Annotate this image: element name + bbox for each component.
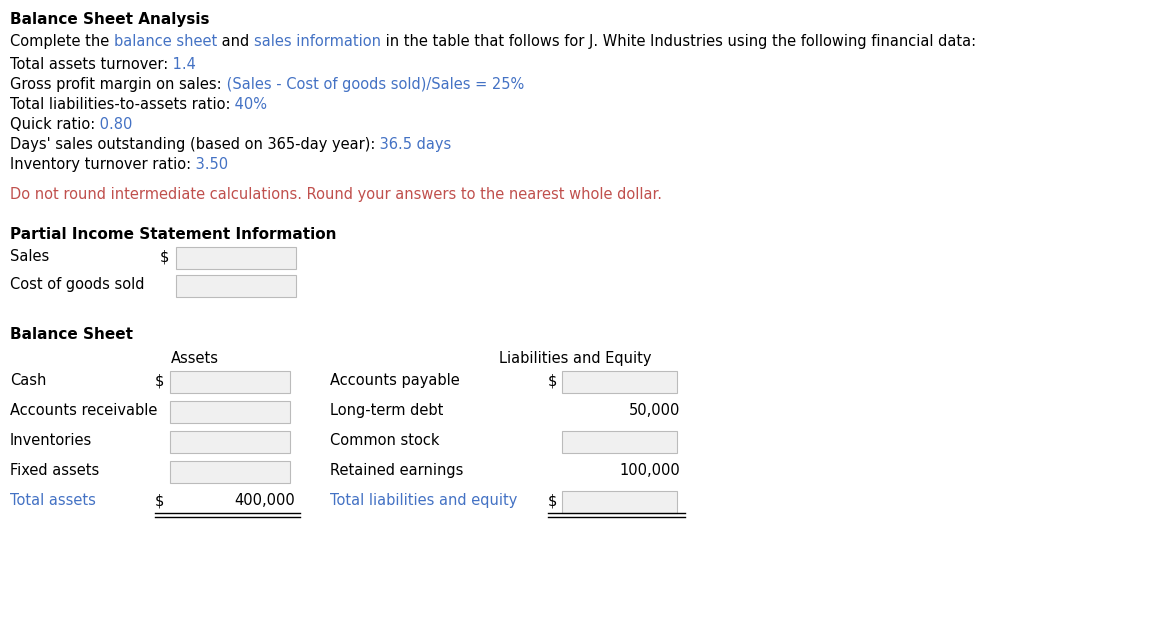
Text: Partial Income Statement Information: Partial Income Statement Information [11, 227, 336, 242]
Text: and: and [218, 34, 254, 49]
FancyBboxPatch shape [562, 431, 677, 453]
Text: 400,000: 400,000 [234, 493, 295, 508]
FancyBboxPatch shape [171, 371, 290, 393]
FancyBboxPatch shape [176, 275, 296, 297]
FancyBboxPatch shape [171, 431, 290, 453]
Text: (Sales - Cost of goods sold)/Sales = 25%: (Sales - Cost of goods sold)/Sales = 25% [221, 77, 523, 92]
Text: Retained earnings: Retained earnings [330, 463, 463, 478]
Text: 100,000: 100,000 [620, 463, 680, 478]
Text: Common stock: Common stock [330, 433, 440, 448]
Text: Gross profit margin on sales:: Gross profit margin on sales: [11, 77, 221, 92]
Text: Days' sales outstanding (based on 365-day year):: Days' sales outstanding (based on 365-da… [11, 137, 375, 152]
Text: Total assets: Total assets [11, 493, 96, 508]
Text: Long-term debt: Long-term debt [330, 403, 443, 418]
Text: Total liabilities-to-assets ratio:: Total liabilities-to-assets ratio: [11, 97, 230, 112]
FancyBboxPatch shape [562, 491, 677, 513]
Text: Liabilities and Equity: Liabilities and Equity [499, 351, 652, 366]
Text: Sales: Sales [11, 249, 49, 264]
Text: Balance Sheet Analysis: Balance Sheet Analysis [11, 12, 209, 27]
Text: 3.50: 3.50 [192, 157, 228, 172]
Text: $: $ [160, 249, 169, 264]
Text: $: $ [548, 493, 557, 508]
Text: Fixed assets: Fixed assets [11, 463, 99, 478]
Text: 0.80: 0.80 [95, 117, 133, 132]
FancyBboxPatch shape [171, 461, 290, 483]
Text: Quick ratio:: Quick ratio: [11, 117, 95, 132]
Text: in the table that follows for J. White Industries using the following financial : in the table that follows for J. White I… [381, 34, 976, 49]
Text: Total assets turnover:: Total assets turnover: [11, 57, 168, 72]
Text: sales information: sales information [254, 34, 381, 49]
Text: 40%: 40% [230, 97, 267, 112]
Text: Cost of goods sold: Cost of goods sold [11, 277, 145, 292]
Text: 36.5 days: 36.5 days [375, 137, 452, 152]
Text: $: $ [548, 373, 557, 388]
Text: Do not round intermediate calculations. Round your answers to the nearest whole : Do not round intermediate calculations. … [11, 187, 662, 202]
FancyBboxPatch shape [171, 401, 290, 423]
Text: 50,000: 50,000 [629, 403, 680, 418]
Text: balance sheet: balance sheet [114, 34, 218, 49]
Text: Total liabilities and equity: Total liabilities and equity [330, 493, 517, 508]
FancyBboxPatch shape [562, 371, 677, 393]
Text: Cash: Cash [11, 373, 46, 388]
Text: 1.4: 1.4 [168, 57, 196, 72]
Text: Balance Sheet: Balance Sheet [11, 327, 133, 342]
FancyBboxPatch shape [176, 247, 296, 269]
Text: Inventories: Inventories [11, 433, 92, 448]
Text: $: $ [155, 373, 165, 388]
Text: Accounts receivable: Accounts receivable [11, 403, 158, 418]
Text: Inventory turnover ratio:: Inventory turnover ratio: [11, 157, 192, 172]
Text: Complete the: Complete the [11, 34, 114, 49]
Text: Assets: Assets [171, 351, 219, 366]
Text: Accounts payable: Accounts payable [330, 373, 460, 388]
Text: $: $ [155, 493, 165, 508]
